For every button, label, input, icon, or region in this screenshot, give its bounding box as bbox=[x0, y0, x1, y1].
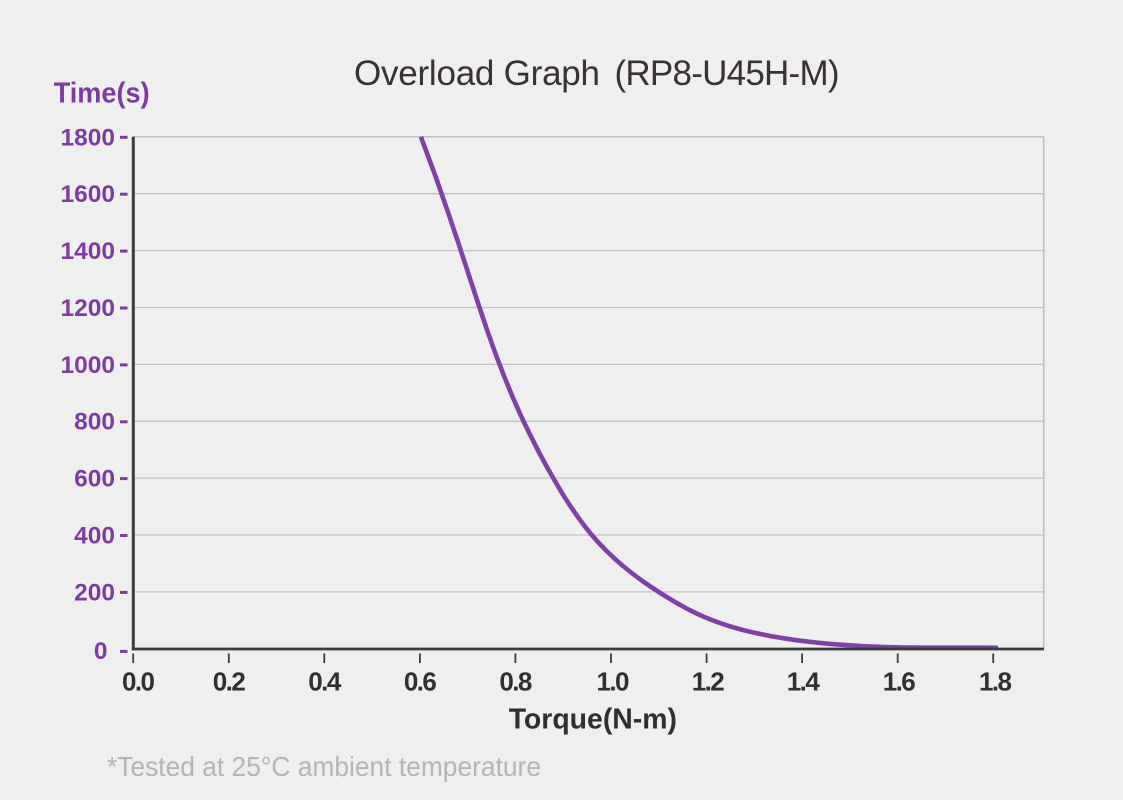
svg-text:*Tested at 25°C ambient temper: *Tested at 25°C ambient temperature bbox=[107, 751, 541, 782]
svg-text:1.0: 1.0 bbox=[597, 666, 630, 696]
svg-text:1400: 1400 bbox=[60, 238, 115, 265]
svg-text:0.0: 0.0 bbox=[122, 666, 155, 696]
svg-text:Torque(N-m): Torque(N-m) bbox=[509, 704, 677, 736]
svg-text:1800: 1800 bbox=[60, 124, 115, 151]
svg-text:1.8: 1.8 bbox=[979, 666, 1012, 696]
svg-text:Time(s): Time(s) bbox=[54, 77, 150, 109]
svg-text:0.6: 0.6 bbox=[404, 666, 437, 696]
svg-text:0.2: 0.2 bbox=[213, 666, 246, 696]
svg-text:0.4: 0.4 bbox=[308, 666, 342, 696]
svg-text:1200: 1200 bbox=[60, 295, 115, 322]
svg-text:1.6: 1.6 bbox=[883, 666, 916, 696]
svg-text:(RP8-U45H-M): (RP8-U45H-M) bbox=[615, 54, 840, 93]
svg-text:1.2: 1.2 bbox=[692, 666, 725, 696]
svg-text:0.8: 0.8 bbox=[499, 666, 532, 696]
svg-text:600: 600 bbox=[74, 466, 115, 493]
svg-text:200: 200 bbox=[74, 579, 115, 606]
svg-text:0: 0 bbox=[94, 638, 108, 665]
svg-text:Overload Graph: Overload Graph bbox=[354, 54, 600, 93]
svg-text:1600: 1600 bbox=[60, 181, 115, 208]
svg-text:1.4: 1.4 bbox=[787, 666, 821, 696]
svg-text:1000: 1000 bbox=[60, 352, 115, 379]
svg-text:800: 800 bbox=[74, 409, 115, 436]
svg-text:400: 400 bbox=[74, 523, 115, 550]
